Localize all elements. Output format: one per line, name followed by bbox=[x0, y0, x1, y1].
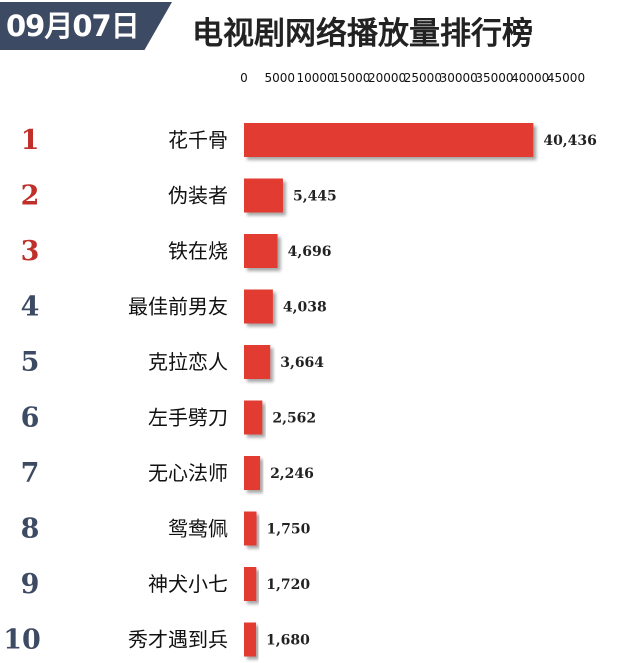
rank-number: 4 bbox=[21, 292, 40, 323]
bar bbox=[244, 123, 534, 157]
rank-number: 9 bbox=[21, 569, 40, 600]
category-label: 左手劈刀 bbox=[148, 406, 228, 430]
category-label: 秀才遇到兵 bbox=[128, 628, 228, 652]
x-tick-label: 15000 bbox=[332, 71, 370, 85]
page-title: 电视剧网络播放量排行榜 bbox=[192, 16, 533, 52]
bar bbox=[244, 622, 257, 657]
category-label: 克拉恋人 bbox=[148, 350, 228, 374]
data-label: 1,750 bbox=[267, 522, 311, 538]
x-tick-label: 30000 bbox=[440, 71, 478, 85]
x-tick-label: 10000 bbox=[296, 71, 334, 85]
data-label: 40,436 bbox=[543, 133, 597, 149]
bar-chart: 0 5000 10000150002000025000300003500040000… bbox=[0, 62, 640, 663]
bar bbox=[244, 234, 278, 268]
data-label: 1,720 bbox=[266, 577, 310, 593]
data-label: 5,445 bbox=[293, 189, 337, 205]
rank-number: 10 bbox=[3, 625, 41, 656]
bar bbox=[244, 567, 257, 601]
rank-number: 5 bbox=[21, 347, 40, 378]
bar bbox=[244, 511, 257, 546]
category-label: 铁在烧 bbox=[168, 239, 228, 263]
data-label: 2,246 bbox=[270, 466, 314, 482]
x-tick-label: 35000 bbox=[475, 71, 513, 85]
rank-number: 6 bbox=[21, 403, 40, 434]
category-label: 无心法师 bbox=[148, 461, 228, 485]
rank-number: 3 bbox=[21, 236, 40, 267]
rank-number: 1 bbox=[21, 125, 40, 156]
x-tick-label: 5000 bbox=[265, 71, 296, 85]
date-badge: 09月07日 bbox=[0, 2, 172, 50]
category-label: 伪装者 bbox=[168, 184, 228, 208]
bar bbox=[244, 456, 261, 490]
bar bbox=[244, 178, 283, 213]
x-tick-label: 0 bbox=[240, 71, 248, 85]
rank-number: 2 bbox=[21, 181, 40, 212]
category-label: 花千骨 bbox=[168, 128, 228, 152]
x-tick-label: 25000 bbox=[404, 71, 442, 85]
bar bbox=[244, 289, 273, 324]
data-label: 3,664 bbox=[280, 355, 324, 371]
rank-number: 8 bbox=[21, 514, 40, 545]
bar bbox=[244, 345, 271, 379]
header: 09月07日 电视剧网络播放量排行榜 bbox=[0, 0, 640, 62]
x-tick-label: 20000 bbox=[368, 71, 406, 85]
x-tick-label: 40000 bbox=[511, 71, 549, 85]
category-label: 最佳前男友 bbox=[128, 295, 228, 319]
data-label: 2,562 bbox=[272, 411, 316, 427]
data-label: 4,696 bbox=[288, 244, 332, 260]
data-label: 1,680 bbox=[266, 633, 310, 649]
x-tick-label: 45000 bbox=[547, 71, 585, 85]
rank-number: 7 bbox=[21, 458, 40, 489]
category-label: 鸳鸯佩 bbox=[168, 517, 228, 541]
data-label: 4,038 bbox=[283, 300, 327, 316]
bar bbox=[244, 400, 263, 435]
category-label: 神犬小七 bbox=[148, 572, 228, 596]
